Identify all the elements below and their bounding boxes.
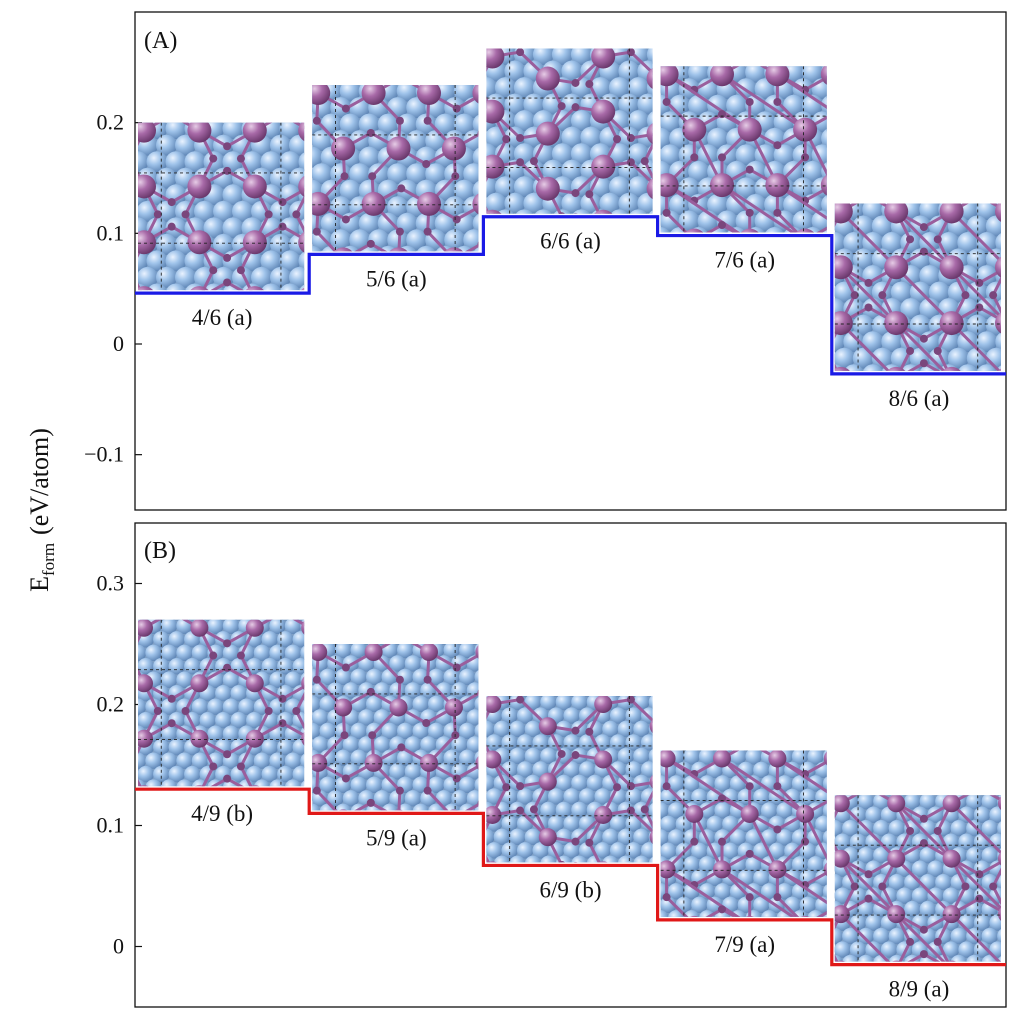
panel-b-ytick-label: 0.2: [97, 692, 125, 717]
panel-a-structure-inset: [312, 85, 479, 252]
panel-b-ytick-label: 0.1: [97, 813, 125, 838]
y-axis-title: Eform (eV/atom): [25, 428, 58, 592]
panel-a-structure-inset: [486, 48, 653, 214]
panel-a-ytick-label: 0: [113, 331, 124, 356]
panel-a-step-label: 5/6 (a): [366, 266, 427, 291]
panel-a-step-label: 7/6 (a): [714, 248, 775, 273]
panel-b-plot: 0 0.1 0.2 0.3 4/9 (b) 5/9 (a) 6/9 (b) 7/9 (a) 8/…: [97, 571, 1006, 1002]
panel-a-structure-inset: [834, 203, 1001, 371]
panel-b-step-label: 8/9 (a): [889, 977, 950, 1002]
panel-b-step-label: 5/9 (a): [366, 825, 427, 850]
y-axis-subscript: form: [39, 543, 58, 576]
panel-b-ytick-label: 0: [113, 934, 124, 959]
panel-a-ytick-label: 0.2: [97, 110, 125, 135]
panel-a-structure-inset: [138, 122, 305, 291]
panel-b-ytick-label: 0.3: [97, 571, 125, 596]
panel-b-frame: [134, 522, 1007, 1008]
panel-b-structure-inset: [486, 696, 653, 863]
panel-b-label: (B): [144, 538, 176, 564]
svg-text:Eform(eV/atom): Eform (eV/atom): [25, 428, 58, 592]
panel-a-energy-step-line: [135, 215, 1006, 376]
panel-b-step-label: 6/9 (b): [540, 877, 602, 902]
panel-b-energy-step-line: [135, 787, 1006, 967]
panel-a-structure-inset: [660, 66, 827, 233]
panel-b-structure-inset: [138, 619, 305, 787]
panel-a-step-label: 4/6 (a): [192, 305, 253, 330]
panel-a-ytick-label: −0.1: [84, 442, 124, 467]
panel-a-frame: [134, 11, 1007, 511]
panel-a-step-label: 8/6 (a): [889, 386, 950, 411]
panel-b-step-label: 4/9 (b): [191, 801, 253, 826]
y-axis-unit: (eV/atom): [25, 428, 54, 535]
panel-a-plot: −0.1 0 0.1 0.2 4/6 (a) 5/6 (a) 6/6 (a) 7/6 (a) 8…: [84, 48, 1006, 467]
panel-a-step-label: 6/6 (a): [540, 229, 601, 254]
panel-b-structure-inset: [312, 644, 479, 811]
panel-a-ytick-label: 0.1: [97, 220, 125, 245]
panel-b-structure-inset: [660, 750, 827, 917]
panel-b-structure-inset: [834, 795, 1001, 962]
panel-a-label: (A): [144, 28, 177, 54]
panel-b-step-label: 7/9 (a): [714, 932, 775, 957]
y-axis-symbol: E: [25, 576, 54, 592]
